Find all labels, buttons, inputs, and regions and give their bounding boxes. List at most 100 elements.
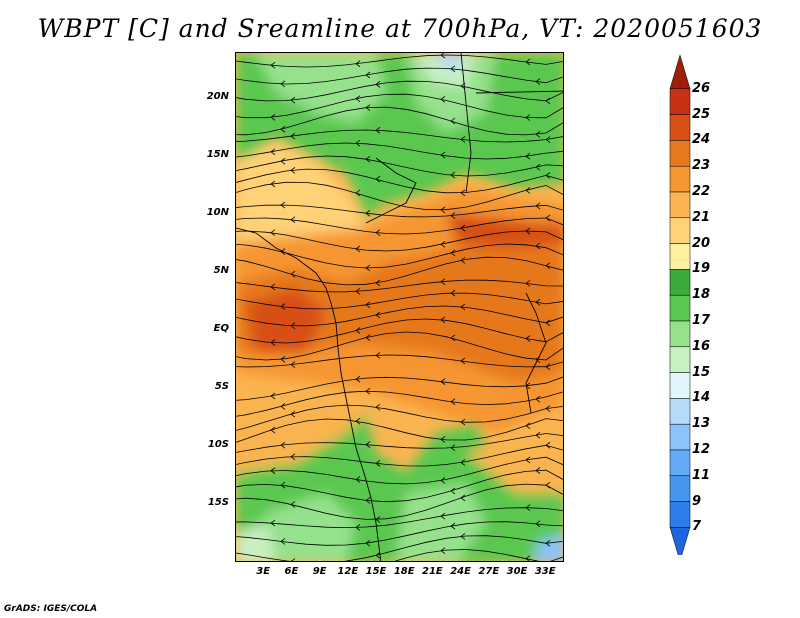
streamline-arrow [270, 229, 276, 237]
streamline-arrow [290, 166, 296, 174]
colorbar-segment [669, 294, 691, 322]
streamline-arrow [450, 212, 456, 219]
streamline-arrow [535, 520, 541, 528]
streamline-arrow [355, 189, 361, 197]
lon-tick-label: 15E [365, 566, 387, 577]
streamline-arrow [525, 555, 531, 561]
streamline [394, 549, 563, 561]
streamline-arrow [280, 201, 286, 209]
streamline [236, 67, 563, 85]
lon-tick-label: 18E [393, 566, 415, 577]
streamline-arrow [440, 53, 446, 59]
streamline [236, 93, 563, 119]
streamline-arrow [290, 132, 296, 140]
streamline-arrow [545, 319, 551, 327]
streamline-arrow [545, 441, 551, 449]
streamline-arrow [450, 289, 456, 297]
streamline [236, 433, 563, 453]
lon-tick-label: 6E [284, 566, 299, 577]
streamline-arrow [535, 163, 541, 171]
streamline-arrow [525, 227, 531, 235]
streamline-arrow [355, 327, 361, 334]
streamline-arrow [365, 104, 371, 111]
streamline-arrow [355, 288, 361, 295]
streamline [236, 483, 563, 520]
streamline-arrow [545, 481, 551, 489]
streamline-arrow [355, 95, 361, 102]
colorbar-label: 16 [692, 338, 711, 354]
wbpt-field [236, 53, 563, 561]
streamline-arrow [535, 467, 541, 474]
streamline-arrow [450, 398, 456, 406]
streamline-arrow [290, 453, 296, 461]
streamline-arrow [280, 157, 286, 165]
lon-tick-label: 9E [312, 566, 327, 577]
streamline-arrow [280, 441, 286, 449]
streamline [236, 376, 563, 401]
streamline [236, 418, 563, 443]
streamline [236, 390, 563, 417]
streamline-arrow [525, 504, 531, 512]
colorbar-segment [669, 346, 691, 373]
streamline-arrow [525, 382, 531, 390]
lon-tick-label: 24E [450, 566, 471, 577]
lon-tick-label: 27E [478, 566, 500, 577]
colorbar-segment [669, 243, 691, 270]
streamline [236, 168, 563, 194]
streamline-arrow [270, 519, 276, 527]
map-panel[interactable] [235, 52, 564, 562]
streamline-arrow [270, 61, 276, 69]
streamline-arrow [450, 334, 456, 342]
streamline [236, 256, 563, 286]
streamline [236, 106, 563, 136]
streamline-arrow [440, 477, 446, 484]
colorbar-segment [669, 527, 691, 555]
streamline-arrow [365, 387, 371, 395]
colorbar-label: 13 [692, 416, 711, 432]
streamline-arrow [270, 467, 276, 475]
streamline-arrow [450, 117, 456, 125]
colorbar-segment [669, 88, 691, 115]
lon-tick-label: 33E [534, 566, 556, 577]
colorbar-segment [669, 449, 691, 477]
colorbar-label: 23 [692, 158, 711, 174]
streamline-arrow [291, 558, 296, 561]
streamline [236, 217, 563, 235]
streamline [236, 204, 563, 218]
lat-tick-label: 15N [206, 149, 229, 161]
streamline-arrow [270, 392, 276, 400]
streamline-arrow [535, 242, 541, 250]
streamline-arrow [450, 171, 456, 179]
streamline-arrow [545, 363, 551, 371]
streamline-arrow [355, 375, 361, 383]
streamline-arrow [440, 547, 446, 554]
streamline-arrow [450, 487, 456, 495]
streamline [236, 521, 563, 546]
streamline [236, 181, 563, 211]
streamline-arrow [545, 97, 551, 105]
streamline-arrow [535, 395, 541, 403]
streamline [236, 305, 563, 327]
streamline-arrow [450, 444, 456, 452]
streamline [236, 80, 563, 102]
streamline [236, 535, 563, 561]
streamline [236, 230, 563, 252]
streamline-arrow [375, 552, 381, 559]
streamline-arrow [375, 175, 381, 183]
streamline-arrow [355, 476, 361, 483]
streamline-arrow [535, 298, 541, 306]
streamline-arrow [440, 240, 446, 248]
colorbar-label: 19 [692, 261, 711, 277]
streamline-arrow [525, 186, 531, 194]
streamline-arrow [460, 418, 466, 426]
colorbar-segment [669, 165, 691, 193]
streamline [236, 354, 563, 368]
streamline-arrow [440, 436, 446, 443]
colorbar-segment [669, 320, 691, 348]
streamline-arrow [545, 214, 551, 222]
colorbar-label: 21 [692, 209, 711, 225]
streamline-arrow [440, 512, 446, 520]
streamline-arrow [460, 459, 466, 466]
streamline-arrow [280, 355, 286, 363]
streamline-arrow [355, 60, 361, 68]
